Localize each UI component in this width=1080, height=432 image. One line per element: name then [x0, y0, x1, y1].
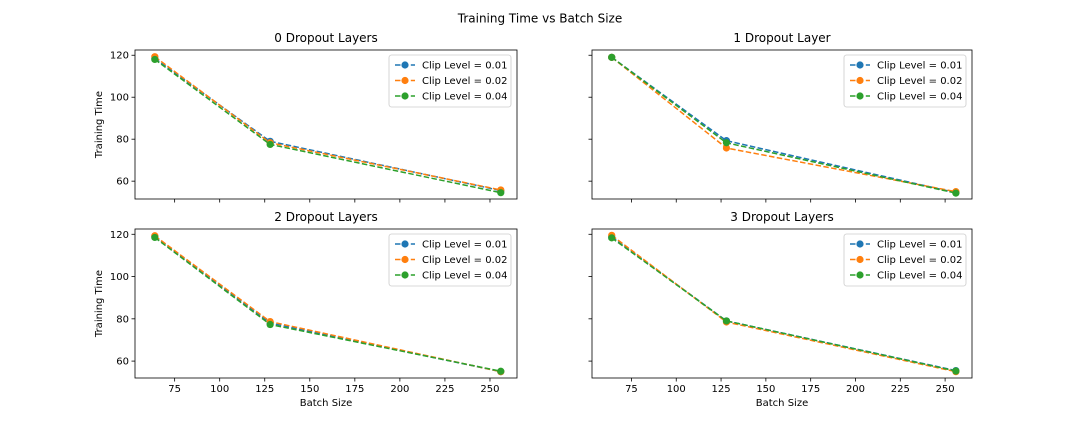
- panel-0-series-2-point-1: [266, 140, 274, 149]
- panel-1-series-2-point-2: [952, 189, 960, 197]
- panel-0-ytick-label-3: 120: [110, 51, 129, 62]
- panel-3-series-2-point-2: [952, 367, 960, 375]
- panel-1-legend-label-2: Clip Level = 0.04: [877, 92, 962, 103]
- panel-3-title: 3 Dropout Layers: [730, 210, 834, 224]
- panel-1-series-1-point-1: [722, 144, 731, 152]
- panel-0-ytick-label-2: 100: [110, 93, 129, 104]
- panel-2-legend: Clip Level = 0.01 Clip Level = 0.02 Clip L…: [388, 233, 512, 287]
- panel-3-xtick-label-4: 175: [801, 384, 820, 395]
- panel-3-xtick-label-7: 250: [936, 384, 955, 395]
- panel-2-xtick-label-1: 100: [210, 384, 229, 395]
- panel-3-xtick-label-1: 100: [667, 384, 686, 395]
- panel-1-legend-box: [843, 54, 967, 108]
- panel-2-legend-box: [388, 233, 512, 287]
- panel-2: 2 Dropout Layers 75 100 125 150 175 200 225 250 6…: [94, 210, 518, 409]
- panel-2-xtick-label-7: 250: [480, 384, 499, 395]
- panel-2-series-2-point-1: [266, 320, 274, 329]
- panel-0-legend: Clip Level = 0.01 Clip Level = 0.02 Clip L…: [388, 54, 512, 108]
- panel-3: 3 Dropout Layers 75 100 125 150 175 200 225 250 B…: [588, 210, 973, 409]
- panel-3-xtick-label-0: 75: [625, 384, 638, 395]
- panel-2-legend-marker-0: [401, 240, 409, 248]
- panel-2-xtick-label-5: 200: [390, 384, 409, 395]
- panel-2-xtick-label-2: 125: [255, 384, 274, 395]
- panel-0-legend-box: [388, 54, 512, 108]
- panel-3-legend-label-0: Clip Level = 0.01: [877, 240, 962, 251]
- panel-3-legend-label-1: Clip Level = 0.02: [877, 255, 962, 266]
- panel-0-ytick-label-0: 60: [116, 177, 129, 188]
- panel-0: 0 Dropout Layers 60 80 100 120 Training Time C…: [94, 31, 518, 203]
- panel-2-series-2-point-0: [151, 233, 159, 242]
- panel-3-xlabel: Batch Size: [756, 398, 808, 409]
- panel-1-legend-label-1: Clip Level = 0.02: [877, 76, 962, 87]
- panel-0-frame: [134, 49, 518, 200]
- panel-1-series-2-point-1: [722, 139, 731, 147]
- panel-0-legend-label-1: Clip Level = 0.02: [422, 76, 507, 87]
- panel-2-xlabel: Batch Size: [300, 398, 352, 409]
- panel-1-legend-label-0: Clip Level = 0.01: [877, 61, 962, 72]
- panel-2-xtick-label-6: 225: [435, 384, 454, 395]
- panel-3-legend-marker-0: [856, 240, 864, 248]
- panel-2-xtick-label-0: 75: [168, 384, 181, 395]
- panel-3-xtick-label-6: 225: [891, 384, 910, 395]
- panel-0-series-2-point-0: [151, 55, 159, 64]
- panel-3-xtick-label-2: 125: [712, 384, 731, 395]
- panel-1-title: 1 Dropout Layer: [733, 31, 830, 45]
- panel-2-legend-label-1: Clip Level = 0.02: [422, 255, 507, 266]
- panel-0-legend-marker-2: [401, 92, 409, 100]
- panel-3-legend-box: [843, 233, 967, 287]
- panel-3-xtick-label-3: 150: [756, 384, 775, 395]
- panel-0-legend-marker-0: [401, 61, 409, 69]
- panel-2-series-2-point-2: [497, 367, 505, 375]
- panel-1-legend-marker-1: [856, 76, 864, 85]
- panel-0-legend-marker-1: [401, 76, 409, 85]
- panel-2-ytick-label-1: 80: [116, 314, 129, 325]
- panel-2-legend-marker-1: [401, 255, 409, 264]
- panel-3-xtick-label-5: 200: [846, 384, 865, 395]
- panel-1-legend-marker-0: [856, 61, 864, 69]
- panel-2-legend-marker-2: [401, 271, 409, 279]
- panel-0-legend-label-2: Clip Level = 0.04: [422, 92, 507, 103]
- panel-2-title: 2 Dropout Layers: [274, 210, 378, 224]
- panel-0-legend-label-0: Clip Level = 0.01: [422, 61, 507, 72]
- panel-3-series-2-point-0: [608, 234, 616, 242]
- panel-1-series-2-point-0: [608, 53, 616, 61]
- panel-2-xtick-label-4: 175: [345, 384, 364, 395]
- panel-2-legend-label-0: Clip Level = 0.01: [422, 240, 507, 251]
- panel-1-legend-marker-2: [856, 92, 864, 100]
- panel-1-frame: [591, 49, 973, 200]
- figure-title: Training Time vs Batch Size: [457, 12, 622, 26]
- panel-0-ylabel: Training Time: [94, 91, 105, 159]
- panel-3-frame: [591, 228, 973, 379]
- panel-3-series-2-point-1: [722, 317, 731, 325]
- panel-2-ylabel: Training Time: [94, 270, 105, 338]
- panel-2-frame: [134, 228, 518, 379]
- panel-2-ytick-label-3: 120: [110, 230, 129, 241]
- panel-0-title: 0 Dropout Layers: [274, 31, 378, 45]
- panel-0-series-2-point-2: [497, 189, 505, 197]
- panel-2-ytick-label-2: 100: [110, 272, 129, 283]
- panel-3-legend-label-2: Clip Level = 0.04: [877, 271, 962, 282]
- panel-0-ytick-label-1: 80: [116, 135, 129, 146]
- panel-3-legend-marker-1: [856, 255, 864, 264]
- panel-2-ytick-label-0: 60: [116, 357, 129, 368]
- panel-1-legend: Clip Level = 0.01 Clip Level = 0.02 Clip L…: [843, 54, 967, 108]
- panel-3-legend: Clip Level = 0.01 Clip Level = 0.02 Clip L…: [843, 233, 967, 287]
- panel-2-xtick-label-3: 150: [300, 384, 319, 395]
- panel-3-legend-marker-2: [856, 271, 864, 279]
- panel-2-legend-label-2: Clip Level = 0.04: [422, 271, 507, 282]
